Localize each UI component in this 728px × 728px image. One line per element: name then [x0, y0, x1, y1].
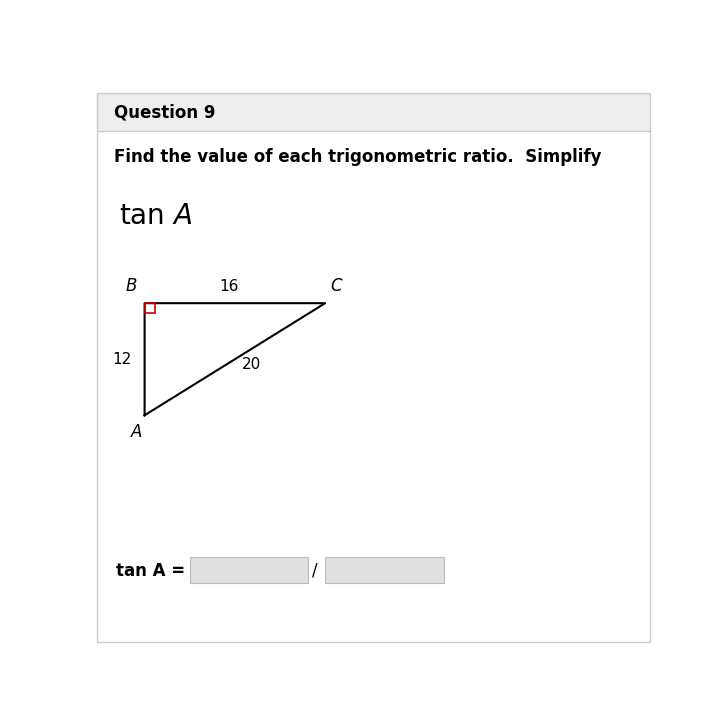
Text: tan $\mathit{A}$: tan $\mathit{A}$: [119, 202, 193, 230]
Text: Find the value of each trigonometric ratio.  Simplify: Find the value of each trigonometric rat…: [114, 149, 601, 167]
Bar: [97, 93, 649, 131]
Bar: [190, 557, 308, 583]
Text: 20: 20: [242, 357, 261, 372]
Text: tan A =: tan A =: [116, 561, 186, 579]
Text: Question 9: Question 9: [114, 103, 215, 121]
Text: 16: 16: [220, 279, 239, 294]
Bar: [145, 303, 155, 313]
Bar: [325, 557, 443, 583]
Text: $\mathit{A}$: $\mathit{A}$: [130, 423, 143, 441]
Text: $\mathit{B}$: $\mathit{B}$: [125, 277, 138, 296]
Text: 12: 12: [112, 352, 132, 367]
Text: $\mathit{C}$: $\mathit{C}$: [330, 277, 343, 296]
Text: /: /: [312, 561, 318, 579]
